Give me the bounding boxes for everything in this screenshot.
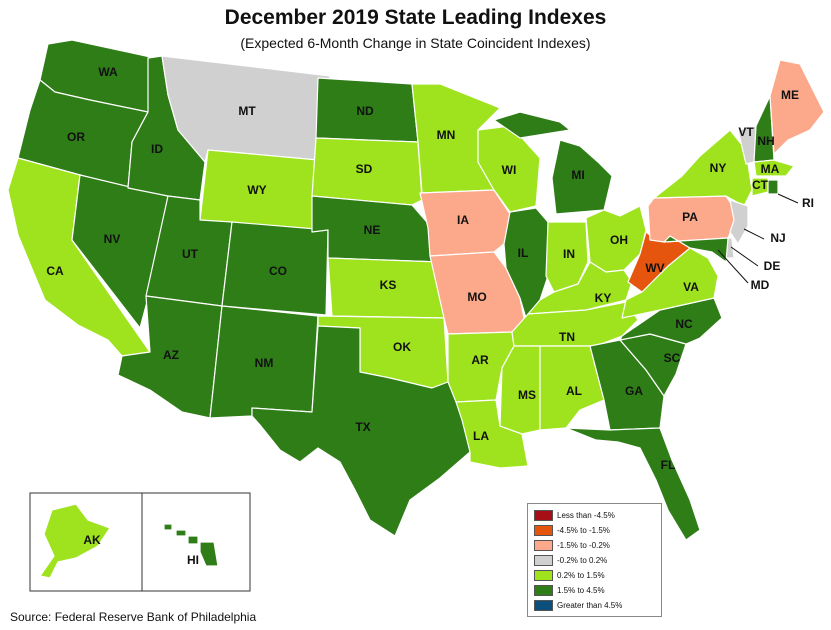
legend-swatch [534, 599, 553, 611]
state-label-nc: NC [675, 317, 693, 331]
state-label-wi: WI [502, 163, 517, 177]
legend-item: 1.5% to 4.5% [534, 584, 605, 596]
state-ma [753, 159, 795, 177]
legend-label: -0.2% to 0.2% [557, 555, 608, 565]
legend-item: Less than -4.5% [534, 509, 615, 521]
legend-swatch [534, 539, 553, 551]
state-label-la: LA [473, 429, 489, 443]
state-label-hi: HI [187, 553, 199, 567]
state-label-sc: SC [664, 351, 681, 365]
state-label-tx: TX [355, 420, 370, 434]
state-label-mo: MO [467, 290, 486, 304]
legend-item: -4.5% to -1.5% [534, 524, 610, 536]
state-co [221, 221, 329, 316]
state-label-sd: SD [356, 162, 373, 176]
state-label-in: IN [563, 247, 575, 261]
state-label-mi: MI [571, 168, 584, 182]
legend-item: Greater than 4.5% [534, 599, 622, 611]
state-label-nj: NJ [770, 231, 785, 245]
state-label-mt: MT [238, 104, 256, 118]
legend-swatch [534, 569, 553, 581]
state-label-al: AL [566, 384, 582, 398]
state-label-ga: GA [625, 384, 643, 398]
state-ak [39, 503, 111, 579]
state-label-ms: MS [518, 388, 536, 402]
state-mi [493, 111, 613, 215]
state-label-ne: NE [364, 223, 381, 237]
state-ri [767, 179, 779, 195]
leader-line-md [717, 249, 749, 284]
state-label-de: DE [764, 259, 781, 273]
state-label-ri: RI [802, 196, 814, 210]
state-label-nv: NV [104, 232, 121, 246]
state-label-nm: NM [255, 356, 274, 370]
map-title: December 2019 State Leading Indexes [224, 6, 607, 29]
state-label-md: MD [751, 278, 770, 292]
state-label-ak: AK [83, 533, 101, 547]
state-label-ny: NY [710, 161, 727, 175]
legend-swatch [534, 554, 553, 566]
legend-item: -0.2% to 0.2% [534, 554, 607, 566]
map-subtitle: (Expected 6-Month Change in State Coinci… [240, 35, 591, 51]
state-la [455, 399, 529, 469]
state-label-az: AZ [163, 348, 179, 362]
state-label-mn: MN [437, 128, 456, 142]
state-label-il: IL [518, 246, 529, 260]
state-label-pa: PA [682, 210, 698, 224]
state-label-nh: NH [757, 134, 774, 148]
legend: Less than -4.5% -4.5% to -1.5% -1.5% to -0… [527, 503, 662, 617]
state-label-ma: MA [761, 162, 780, 176]
state-nj [729, 199, 749, 245]
state-label-me: ME [781, 88, 799, 102]
legend-swatch [534, 524, 553, 536]
state-label-fl: FL [661, 458, 676, 472]
state-label-id: ID [151, 142, 163, 156]
state-label-ky: KY [595, 291, 612, 305]
legend-label: Less than -4.5% [557, 510, 615, 520]
state-tx [251, 325, 471, 537]
state-fl [565, 427, 701, 541]
state-md [663, 235, 729, 263]
legend-label: 1.5% to 4.5% [557, 585, 605, 595]
state-label-wy: WY [247, 183, 266, 197]
legend-swatch [534, 584, 553, 596]
state-label-tn: TN [559, 330, 575, 344]
state-label-co: CO [269, 264, 287, 278]
state-label-ar: AR [471, 353, 489, 367]
leader-line-ri [777, 193, 799, 204]
state-label-va: VA [683, 280, 699, 294]
state-hi [163, 523, 219, 567]
legend-swatch [534, 509, 553, 521]
state-ny [653, 129, 753, 207]
state-label-or: OR [67, 130, 85, 144]
state-label-nd: ND [356, 104, 374, 118]
state-label-ks: KS [380, 278, 397, 292]
state-label-ct: CT [752, 178, 769, 192]
state-label-wv: WV [645, 261, 664, 275]
legend-item: -1.5% to -0.2% [534, 539, 610, 551]
state-label-ut: UT [182, 247, 199, 261]
state-label-oh: OH [610, 233, 628, 247]
legend-label: -1.5% to -0.2% [557, 540, 610, 550]
state-label-ok: OK [393, 340, 411, 354]
state-label-wa: WA [98, 65, 118, 79]
hawaii-inset-frame [141, 492, 251, 592]
state-label-ia: IA [457, 213, 469, 227]
leader-line-de [730, 246, 759, 267]
legend-label: 0.2% to 1.5% [557, 570, 605, 580]
state-me [769, 59, 825, 155]
state-sd [311, 137, 423, 206]
state-label-ca: CA [46, 264, 64, 278]
state-label-vt: VT [738, 125, 754, 139]
legend-label: -4.5% to -1.5% [557, 525, 610, 535]
leader-line-nj [743, 228, 765, 240]
source-note: Source: Federal Reserve Bank of Philadel… [10, 610, 257, 624]
legend-label: Greater than 4.5% [557, 600, 623, 610]
legend-item: 0.2% to 1.5% [534, 569, 605, 581]
